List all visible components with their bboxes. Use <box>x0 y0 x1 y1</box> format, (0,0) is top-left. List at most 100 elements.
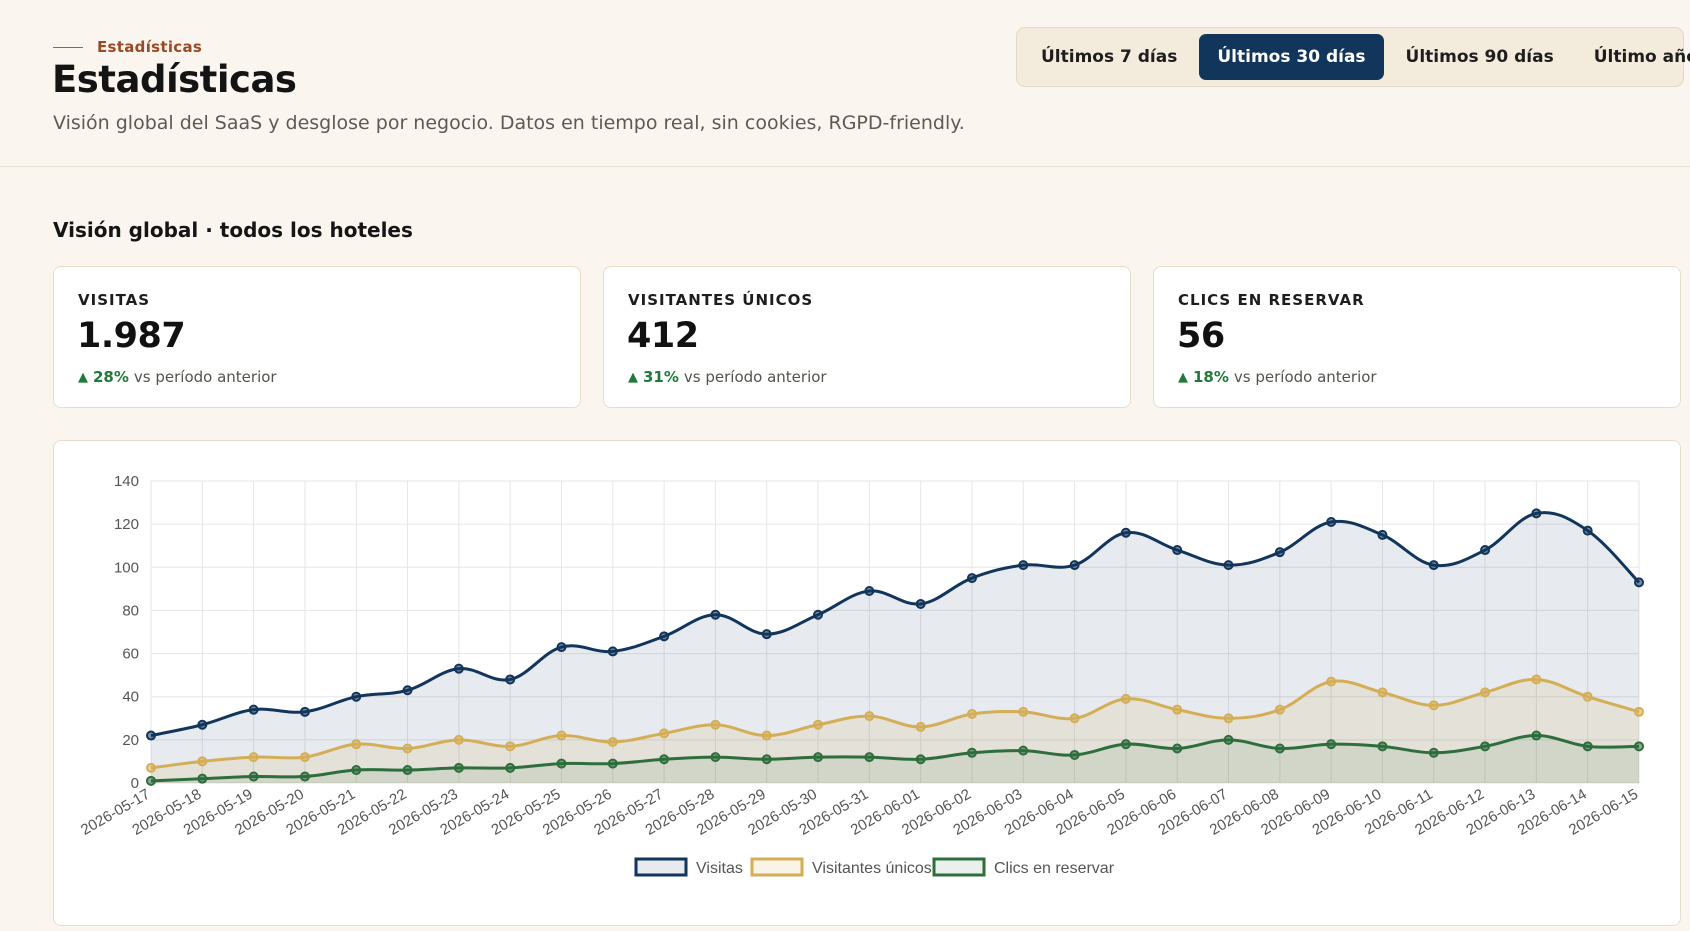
data-point[interactable] <box>864 752 875 763</box>
data-point[interactable] <box>453 762 464 773</box>
data-point[interactable] <box>146 762 156 773</box>
data-point[interactable] <box>710 719 721 730</box>
legend-swatch[interactable] <box>750 857 804 877</box>
data-point[interactable] <box>966 747 977 758</box>
data-point[interactable] <box>1223 734 1234 745</box>
legend-label[interactable]: Clics en reservar <box>994 860 1115 877</box>
data-point[interactable] <box>1531 508 1542 519</box>
data-point[interactable] <box>556 758 567 769</box>
data-point[interactable] <box>1018 745 1029 756</box>
data-point[interactable] <box>1377 687 1388 698</box>
data-point[interactable] <box>1480 687 1491 698</box>
data-point[interactable] <box>1326 516 1337 527</box>
data-point[interactable] <box>556 642 567 653</box>
range-year-button[interactable]: Último año <box>1593 47 1690 67</box>
legend-label[interactable]: Visitantes únicos <box>812 860 932 877</box>
legend-swatch[interactable] <box>932 857 986 877</box>
data-point[interactable] <box>505 762 516 773</box>
data-point[interactable] <box>1326 739 1337 750</box>
data-point[interactable] <box>351 765 362 776</box>
data-point[interactable] <box>1480 741 1491 752</box>
data-point[interactable] <box>556 730 567 741</box>
data-point[interactable] <box>813 719 824 730</box>
data-point[interactable] <box>197 756 208 767</box>
data-point[interactable] <box>864 586 875 597</box>
data-point[interactable] <box>915 598 926 609</box>
data-point[interactable] <box>1531 674 1542 685</box>
legend-label[interactable]: Visitas <box>696 860 743 877</box>
data-point[interactable] <box>1069 749 1080 760</box>
data-point[interactable] <box>1274 743 1285 754</box>
data-point[interactable] <box>505 674 516 685</box>
data-point[interactable] <box>1274 704 1285 715</box>
data-point[interactable] <box>607 758 618 769</box>
data-point[interactable] <box>915 754 926 765</box>
data-point[interactable] <box>915 721 926 732</box>
data-point[interactable] <box>1120 527 1131 538</box>
data-point[interactable] <box>351 739 362 750</box>
data-point[interactable] <box>1582 691 1593 702</box>
data-point[interactable] <box>1634 741 1644 752</box>
data-point[interactable] <box>248 771 259 782</box>
data-point[interactable] <box>966 573 977 584</box>
data-point[interactable] <box>248 704 259 715</box>
data-point[interactable] <box>402 685 413 696</box>
data-point[interactable] <box>659 728 670 739</box>
data-point[interactable] <box>1634 706 1644 717</box>
data-point[interactable] <box>1582 525 1593 536</box>
data-point[interactable] <box>813 752 824 763</box>
data-point[interactable] <box>864 711 875 722</box>
data-point[interactable] <box>351 691 362 702</box>
data-point[interactable] <box>1428 700 1439 711</box>
data-point[interactable] <box>1531 730 1542 741</box>
data-point[interactable] <box>1377 741 1388 752</box>
data-point[interactable] <box>607 737 618 748</box>
data-point[interactable] <box>761 629 772 640</box>
data-point[interactable] <box>1582 741 1593 752</box>
data-point[interactable] <box>1120 739 1131 750</box>
data-point[interactable] <box>761 730 772 741</box>
data-point[interactable] <box>402 765 413 776</box>
data-point[interactable] <box>761 754 772 765</box>
data-point[interactable] <box>146 730 156 741</box>
data-point[interactable] <box>659 754 670 765</box>
legend-swatch[interactable] <box>634 857 688 877</box>
data-point[interactable] <box>813 609 824 620</box>
data-point[interactable] <box>1428 747 1439 758</box>
data-point[interactable] <box>1480 545 1491 556</box>
data-point[interactable] <box>453 734 464 745</box>
data-point[interactable] <box>299 752 310 763</box>
range-7-days-button[interactable]: Últimos 7 días <box>1041 47 1178 67</box>
data-point[interactable] <box>1377 529 1388 540</box>
data-point[interactable] <box>1274 547 1285 558</box>
data-point[interactable] <box>402 743 413 754</box>
data-point[interactable] <box>1120 693 1131 704</box>
data-point[interactable] <box>1069 560 1080 571</box>
data-point[interactable] <box>1172 704 1183 715</box>
data-point[interactable] <box>1223 713 1234 724</box>
data-point[interactable] <box>1326 676 1337 687</box>
range-30-days-button[interactable]: Últimos 30 días <box>1199 34 1384 80</box>
data-point[interactable] <box>966 708 977 719</box>
data-point[interactable] <box>1223 560 1234 571</box>
data-point[interactable] <box>710 609 721 620</box>
data-point[interactable] <box>1634 577 1644 588</box>
data-point[interactable] <box>453 663 464 674</box>
data-point[interactable] <box>1172 545 1183 556</box>
data-point[interactable] <box>1018 560 1029 571</box>
data-point[interactable] <box>1069 713 1080 724</box>
data-point[interactable] <box>710 752 721 763</box>
data-point[interactable] <box>197 773 208 784</box>
data-point[interactable] <box>505 741 516 752</box>
data-point[interactable] <box>659 631 670 642</box>
data-point[interactable] <box>248 752 259 763</box>
data-point[interactable] <box>299 771 310 782</box>
data-point[interactable] <box>1018 706 1029 717</box>
data-point[interactable] <box>607 646 618 657</box>
range-90-days-button[interactable]: Últimos 90 días <box>1405 47 1554 67</box>
data-point[interactable] <box>1428 560 1439 571</box>
data-point[interactable] <box>197 719 208 730</box>
data-point[interactable] <box>299 706 310 717</box>
data-point[interactable] <box>146 775 156 786</box>
data-point[interactable] <box>1172 743 1183 754</box>
